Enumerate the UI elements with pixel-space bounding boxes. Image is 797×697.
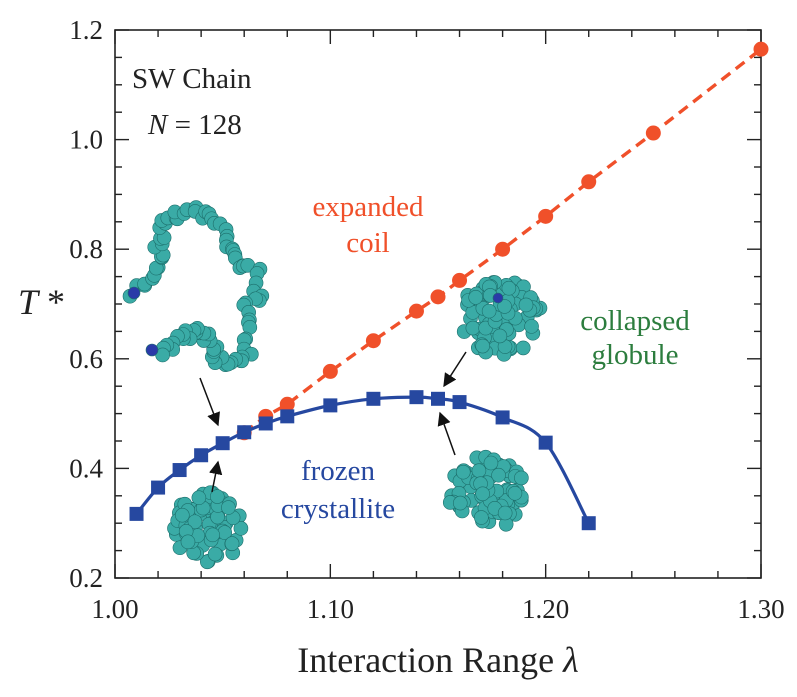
bead (497, 299, 512, 314)
series-1-point-3 (194, 448, 209, 463)
y-axis-title: T * (18, 282, 65, 322)
series-1-point-2 (172, 463, 187, 478)
series-1-point-0 (129, 506, 144, 521)
series-1-point-5 (237, 425, 252, 440)
series-0-point-7 (452, 272, 468, 288)
y-tick-label: 0.2 (69, 563, 103, 593)
collapsed-globule-label-line1: collapsed (580, 305, 690, 337)
bead (187, 514, 203, 530)
x-tick-label: 1.20 (522, 594, 569, 624)
series-1-point-13 (495, 410, 510, 425)
series-layer (129, 41, 769, 531)
series-1-point-14 (538, 435, 553, 450)
series-1-point-6 (258, 416, 273, 431)
frozen-crystallite-snapshot-right (442, 449, 529, 532)
bead (481, 303, 497, 319)
frozen-crystallite-label-line1: frozen (301, 455, 376, 487)
series-0-point-2 (279, 396, 295, 412)
bead (127, 286, 141, 300)
bead (524, 319, 539, 334)
y-tick-label: 1.2 (69, 15, 103, 45)
bead (492, 292, 504, 304)
series-0-point-12 (753, 41, 769, 57)
series-0-point-3 (322, 363, 338, 379)
bead (507, 485, 523, 501)
bead (475, 338, 490, 354)
expanded-coil-snapshot (122, 200, 270, 372)
series-1-point-9 (366, 391, 381, 406)
bead (145, 343, 159, 357)
series-0-point-8 (495, 241, 511, 257)
series-1-point-4 (215, 436, 230, 451)
x-tick-label: 1.30 (737, 594, 784, 624)
series-0 (236, 41, 769, 441)
bead (492, 328, 508, 344)
collapsed-globule-snapshot (456, 275, 548, 362)
bead (483, 455, 499, 471)
bead (471, 463, 487, 478)
series-1-point-8 (323, 398, 338, 413)
system-label-line1: SW Chain (132, 63, 252, 95)
series-1 (129, 390, 596, 531)
expanded-coil-label-line2: coil (346, 227, 390, 259)
series-1-point-12 (452, 395, 467, 410)
series-line-0 (243, 47, 763, 435)
series-1-point-15 (581, 516, 596, 531)
y-tick-label: 1.0 (69, 125, 103, 155)
expanded-coil-label-line1: expanded (312, 191, 424, 223)
axis-tick-labels: 1.00 1.10 1.20 1.30 0.2 0.4 0.6 0.8 1.0 1.2 (69, 15, 784, 624)
frozen-crystallite-snapshot-left (167, 485, 249, 570)
series-1-point-7 (280, 409, 295, 424)
bead (233, 521, 249, 536)
series-0-point-6 (430, 289, 446, 305)
series-0-point-10 (581, 174, 597, 190)
bead (475, 486, 490, 502)
bead (465, 320, 481, 336)
bead (452, 495, 468, 511)
series-1-point-10 (409, 390, 424, 405)
series-1-point-11 (431, 391, 445, 406)
arrow-globule-to-curve (443, 351, 467, 388)
series-0-point-4 (365, 333, 381, 349)
y-tick-label: 0.6 (69, 344, 103, 374)
bead (221, 500, 236, 515)
collapsed-globule-label-line2: globule (592, 339, 679, 371)
series-0-point-9 (538, 208, 554, 224)
bead (205, 527, 220, 543)
bead (497, 505, 513, 521)
frozen-crystallite-label-line2: crystallite (281, 493, 395, 525)
axis-ticks (114, 29, 762, 579)
series-0-point-5 (408, 303, 424, 319)
bead (175, 507, 190, 523)
series-line-1 (135, 395, 591, 524)
x-tick-label: 1.10 (307, 594, 354, 624)
molecule-snapshots (122, 200, 548, 570)
arrow-crystal-right-to-curve (437, 411, 456, 456)
y-tick-label: 0.8 (69, 234, 103, 264)
bead (224, 536, 240, 551)
bead (491, 467, 506, 483)
bead (474, 510, 489, 525)
series-0-point-11 (645, 125, 661, 141)
bead (501, 280, 517, 296)
bead (455, 464, 471, 480)
system-label-line2: N = 128 (147, 109, 242, 141)
pointer-arrows (199, 351, 467, 493)
x-axis-title: Interaction Range λ (297, 640, 578, 680)
bead (515, 340, 531, 356)
bead (518, 297, 534, 313)
series-1-point-1 (151, 480, 166, 495)
bead (207, 546, 223, 562)
arrow-coil-to-curve (199, 377, 220, 427)
arrow-crystal-left-to-curve (208, 460, 223, 493)
x-tick-label: 1.00 (91, 594, 138, 624)
bead (191, 490, 207, 506)
bead (514, 470, 529, 486)
bead (209, 489, 225, 504)
y-tick-label: 0.4 (69, 453, 103, 483)
bead (180, 534, 196, 550)
bead (468, 290, 484, 305)
